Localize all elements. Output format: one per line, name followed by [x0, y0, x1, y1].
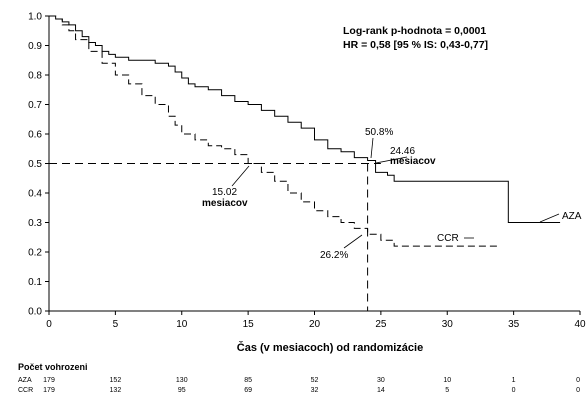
y-tick-label: 0.9 — [28, 41, 42, 52]
y-tick-label: 0.4 — [28, 189, 42, 200]
y-tick-label: 0.0 — [28, 307, 42, 318]
x-tick-label: 0 — [46, 319, 52, 330]
annotation-aza-median-months: 24.46 — [390, 146, 415, 157]
risk-cell: 179 — [43, 377, 55, 384]
stats-hazard-ratio: HR = 0,58 [95 % IS: 0,43-0,77] — [343, 39, 488, 51]
risk-cell: 0 — [512, 387, 516, 394]
leader-line — [370, 137, 374, 159]
x-tick-label: 20 — [309, 319, 321, 330]
annotation-ccr-median-months: 15.02 — [212, 187, 237, 198]
risk-table: Počet vohrozeni AZA 179 152 130 85 52 30 10 1 0CC… — [18, 362, 580, 394]
annotation-aza-percent: 50.8% — [365, 127, 393, 138]
x-axis-title: Čas (v mesiacoch) od randomizácie — [237, 341, 423, 354]
leader-line — [539, 213, 560, 223]
risk-row-label: AZA — [18, 377, 32, 384]
y-tick-label: 1.0 — [28, 12, 42, 23]
risk-cell: 132 — [110, 387, 122, 394]
axes: 0.0 0.1 0.2 0.3 0.4 0.5 0.6 0.7 0.8 0.9 1.0 0 5 10 15 2… — [28, 12, 586, 331]
x-tick-label: 10 — [176, 319, 188, 330]
y-tick-label: 0.8 — [28, 71, 42, 82]
risk-cell: 32 — [311, 387, 319, 394]
annotation-ccr-label: CCR — [437, 233, 459, 244]
risk-cell: 0 — [576, 377, 580, 384]
risk-cell: 130 — [176, 377, 188, 384]
y-tick-label: 0.5 — [28, 159, 42, 170]
series-aza-curve — [49, 15, 561, 223]
y-tick-label: 0.7 — [28, 100, 42, 111]
y-tick-label: 0.1 — [28, 277, 42, 288]
risk-cell: 152 — [110, 377, 122, 384]
risk-cell: 1 — [512, 377, 516, 384]
x-tick-label: 30 — [442, 319, 454, 330]
x-tick-label: 15 — [243, 319, 255, 330]
risk-cell: 95 — [178, 387, 186, 394]
risk-cell: 179 — [43, 387, 55, 394]
y-tick-label: 0.3 — [28, 218, 42, 229]
x-tick-label: 25 — [375, 319, 387, 330]
leader-line — [343, 234, 363, 249]
risk-cell: 10 — [443, 377, 451, 384]
annotation-ccr-median-unit: mesiacov — [202, 198, 248, 209]
median-reference-lines — [49, 163, 381, 311]
risk-cell: 5 — [445, 387, 449, 394]
risk-cell: 0 — [576, 387, 580, 394]
series-ccr-curve — [49, 15, 501, 247]
risk-cell: 30 — [377, 377, 385, 384]
y-tick-label: 0.2 — [28, 248, 42, 259]
y-tick-label: 0.6 — [28, 130, 42, 141]
x-tick-label: 35 — [508, 319, 520, 330]
annotation-ccr-percent: 26.2% — [320, 250, 348, 261]
risk-cell: 69 — [244, 387, 252, 394]
risk-cell: 85 — [244, 377, 252, 384]
risk-table-title: Počet vohrozeni — [18, 362, 88, 372]
survival-curves — [49, 15, 561, 247]
x-tick-label: 5 — [113, 319, 119, 330]
stats-logrank: Log-rank p-hodnota = 0,0001 — [343, 25, 486, 37]
risk-cell: 14 — [377, 387, 385, 394]
annotation-aza-label: AZA — [562, 211, 582, 222]
x-tick-label: 40 — [574, 319, 586, 330]
leader-line — [375, 156, 408, 164]
leader-line — [231, 165, 250, 187]
risk-cell: 52 — [311, 377, 319, 384]
annotation-aza-median-unit: mesiacov — [390, 156, 436, 167]
annotations: 50.8%24.46mesiacov15.02mesiacov26.2%CCRA… — [202, 127, 582, 261]
risk-row-label: CCR — [18, 387, 33, 394]
